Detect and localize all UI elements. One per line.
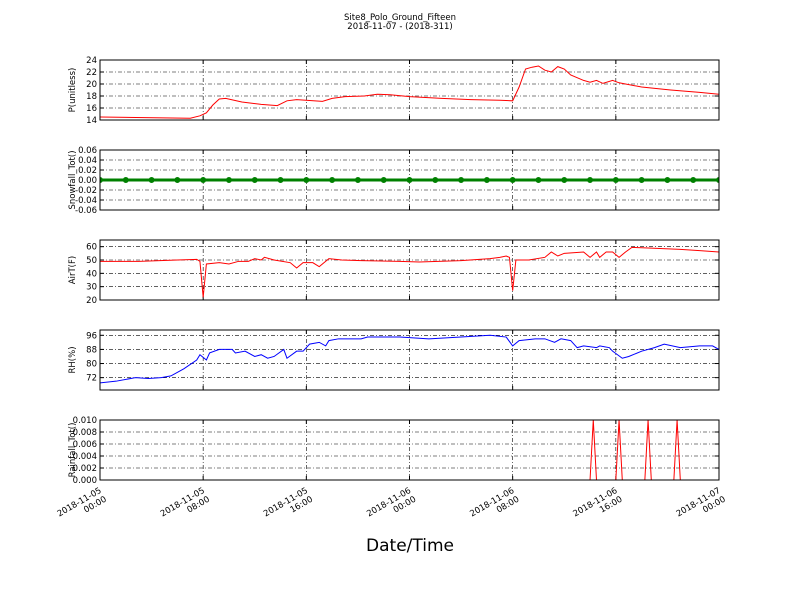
y-tick-label: 20 — [86, 80, 97, 90]
y-tick-label: -0.06 — [75, 206, 97, 216]
y-tick-label: 30 — [86, 283, 97, 293]
y-axis-label: AirT(F) — [68, 256, 78, 284]
y-tick-label: 0.004 — [73, 452, 97, 462]
data-point — [612, 177, 619, 183]
y-tick-label: 18 — [86, 92, 97, 102]
data-point — [100, 177, 103, 183]
plot-area — [100, 177, 719, 183]
plot-area — [100, 420, 719, 480]
chart-title: Site8_Polo_Ground_Fifteen — [344, 13, 456, 23]
data-point — [380, 177, 387, 183]
y-tick-label: 20 — [86, 296, 97, 306]
y-axis-label: RH(%) — [68, 346, 78, 373]
data-point — [509, 177, 516, 183]
data-point — [174, 177, 181, 183]
y-tick-label: 50 — [86, 256, 97, 266]
data-point — [225, 177, 232, 183]
data-line — [100, 334, 719, 384]
y-tick-label: 0.008 — [73, 428, 97, 438]
y-axis-label: Snowfall_Tot() — [68, 150, 78, 209]
data-point — [354, 177, 361, 183]
y-axis-label: Rainfall_Tot() — [68, 423, 78, 478]
data-point — [458, 177, 465, 183]
y-tick-label: 0.010 — [73, 416, 97, 426]
plot-frame — [99, 59, 720, 121]
plot-area — [100, 65, 719, 119]
data-point — [432, 177, 439, 183]
data-point — [122, 177, 129, 183]
y-tick-label: 60 — [86, 243, 97, 253]
data-point — [329, 177, 336, 183]
y-tick-label: 22 — [86, 68, 97, 78]
data-point — [251, 177, 258, 183]
y-tick-label: 0.00 — [78, 176, 97, 186]
data-point — [690, 177, 697, 183]
y-tick-label: 0.006 — [73, 440, 97, 450]
plot-frame — [99, 329, 720, 391]
plot-frame — [99, 239, 720, 301]
data-point — [535, 177, 542, 183]
y-tick-label: 96 — [86, 331, 97, 341]
plot-frame — [99, 149, 720, 211]
plot-area — [100, 334, 719, 384]
y-tick-label: 0.002 — [73, 464, 97, 474]
plot-frame — [99, 419, 720, 481]
y-tick-label: 0.04 — [78, 156, 97, 166]
data-point — [277, 177, 284, 183]
y-tick-label: 88 — [86, 345, 97, 355]
data-point — [587, 177, 594, 183]
y-tick-label: 0.02 — [78, 166, 97, 176]
x-axis-label: Date/Time — [366, 536, 454, 556]
data-point — [561, 177, 568, 183]
data-point — [483, 177, 490, 183]
data-point — [638, 177, 645, 183]
data-point — [200, 177, 207, 183]
chart-subtitle: 2018-11-07 - (2018-311) — [347, 22, 452, 32]
y-tick-label: 40 — [86, 269, 97, 279]
y-tick-label: 0.000 — [73, 476, 97, 486]
data-point — [716, 177, 719, 183]
y-tick-label: 72 — [86, 374, 97, 384]
y-axis-label: P(unitless) — [68, 68, 78, 113]
y-tick-label: 0.06 — [78, 146, 97, 156]
data-line — [100, 65, 719, 119]
data-point — [303, 177, 310, 183]
data-point — [148, 177, 155, 183]
y-tick-label: 80 — [86, 360, 97, 370]
y-tick-label: 16 — [86, 104, 97, 114]
plot-area — [100, 246, 719, 298]
y-tick-label: 24 — [86, 56, 97, 66]
y-tick-label: -0.02 — [75, 186, 97, 196]
y-tick-label: 14 — [86, 116, 97, 126]
data-point — [406, 177, 413, 183]
y-tick-label: -0.04 — [75, 196, 97, 206]
data-line — [100, 246, 719, 298]
data-point — [664, 177, 671, 183]
data-line — [100, 420, 719, 480]
